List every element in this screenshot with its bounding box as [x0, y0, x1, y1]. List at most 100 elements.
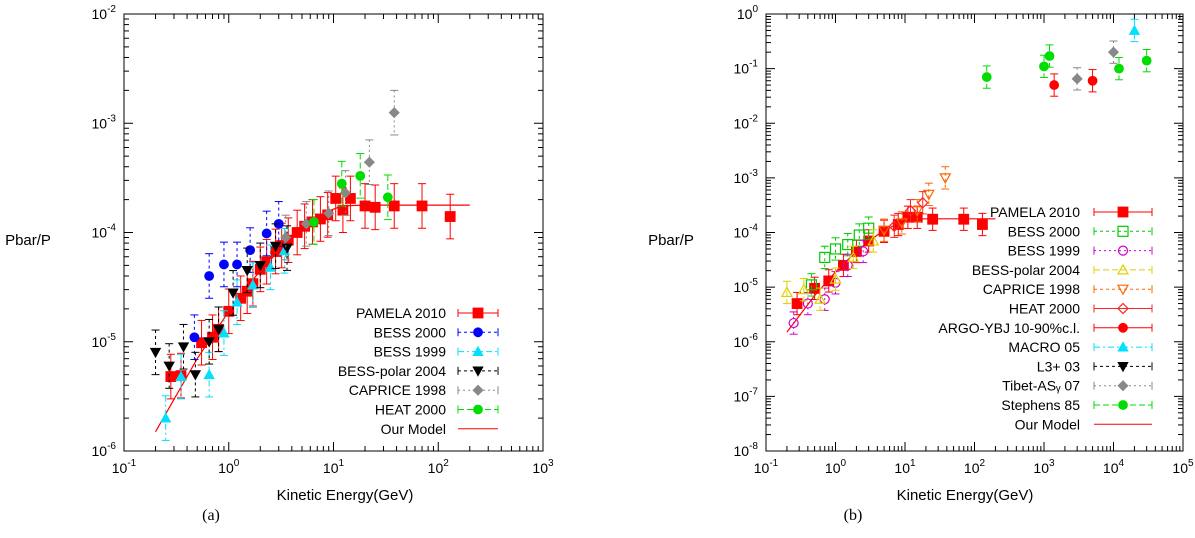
x-axis-label: Kinetic Energy(GeV): [897, 487, 1034, 504]
y-tick-label: 10-6: [92, 441, 117, 459]
legend-label: ARGO-YBJ 10-90%c.l.: [938, 320, 1080, 336]
y-tick-label: 10-4: [92, 223, 117, 241]
data-point: [1114, 63, 1124, 74]
legend-label: BESS 2000: [1008, 223, 1081, 239]
series-5: [309, 153, 393, 245]
x-tick-label: 103: [1033, 458, 1055, 476]
model-line: [786, 218, 996, 333]
legend-label: MACRO 05: [1008, 339, 1080, 355]
data-point: [867, 234, 880, 246]
legend-label: BESS 1999: [374, 344, 447, 360]
data-point: [780, 286, 793, 298]
data-point: [227, 288, 239, 299]
data-point: [175, 370, 187, 381]
chart-panel-b: 10-1 100 101 102 103 104 105 10-8 10-7 10-6 10-5 10…: [648, 4, 1194, 524]
y-tick-label: 10-1: [734, 59, 759, 77]
data-point: [823, 275, 835, 287]
data-point: [922, 189, 935, 201]
x-tick-label: 102: [964, 458, 986, 476]
y-tick-label: 10-2: [734, 113, 759, 131]
series-4: [280, 89, 400, 261]
legend-label: HEAT 2000: [1009, 301, 1080, 317]
data-point: [904, 204, 917, 217]
data-point: [388, 107, 400, 119]
data-point: [895, 218, 908, 230]
legend-marker: [1117, 206, 1129, 218]
legend: PAMELA 2010 BESS 2000 BESS 1999 BESS-polar …: [338, 305, 499, 437]
series-5: [888, 191, 929, 238]
data-point: [254, 260, 266, 272]
legend-marker: [472, 307, 484, 319]
data-point: [363, 156, 375, 168]
legend-marker: [1117, 380, 1129, 392]
data-point: [219, 259, 229, 270]
series-10: [981, 44, 1152, 89]
data-point: [241, 265, 253, 277]
data-point: [805, 279, 817, 291]
data-point: [1087, 75, 1098, 86]
data-point: [280, 231, 292, 244]
y-tick-label: 100: [737, 4, 759, 22]
panel-caption: (a): [202, 507, 220, 524]
data-point: [416, 200, 428, 212]
data-point: [160, 412, 172, 423]
data-point: [858, 246, 869, 257]
legend-label: BESS 2000: [374, 324, 447, 340]
data-point: [382, 192, 393, 203]
data-point: [261, 228, 272, 239]
y-axis-label: Pbar/P: [5, 232, 51, 249]
legend-label: PAMELA 2010: [356, 305, 446, 321]
data-point: [218, 327, 230, 338]
data-point: [927, 213, 939, 225]
legend-label: BESS-polar 2004: [972, 262, 1080, 278]
data-point: [203, 368, 215, 380]
legend-marker: [1117, 302, 1129, 315]
y-tick-label: 10-3: [92, 113, 117, 131]
data-point: [829, 243, 842, 255]
data-point: [163, 361, 175, 372]
legend-marker: [472, 345, 484, 357]
data-point: [1049, 80, 1060, 90]
series-0: [791, 205, 988, 316]
data-point: [847, 251, 860, 263]
data-point: [269, 241, 282, 252]
legend-marker: [1117, 361, 1129, 373]
data-point: [165, 371, 177, 382]
x-tick-label: 100: [218, 458, 240, 476]
series-3: [149, 223, 293, 398]
legend-marker: [472, 384, 484, 396]
legend-marker: [1118, 322, 1128, 333]
legend-marker: [1117, 225, 1129, 237]
data-point: [232, 259, 242, 270]
data-point: [958, 213, 970, 225]
data-point: [337, 204, 349, 216]
data-point: [791, 298, 803, 309]
x-tick-label: 103: [532, 458, 554, 476]
legend-marker: [1116, 263, 1130, 275]
y-tick-label: 10-5: [92, 332, 117, 350]
data-point: [814, 293, 827, 304]
legend-label: Stephens 85: [1001, 397, 1080, 413]
legend-label: Our Model: [381, 421, 446, 437]
data-point: [189, 332, 200, 343]
data-point: [336, 178, 347, 189]
data-point: [359, 200, 371, 212]
y-tick-label: 10-7: [734, 386, 759, 404]
data-point: [1044, 51, 1055, 61]
data-point: [842, 239, 854, 251]
x-tick-label: 10-1: [754, 458, 779, 476]
legend-marker: [1118, 400, 1128, 410]
legend-label: Tibet-ASᵧ 07: [1002, 378, 1080, 394]
plot-frame: [123, 13, 544, 452]
series-4: [878, 166, 952, 242]
legend-label: BESS-polar 2004: [338, 363, 446, 379]
data-point: [788, 317, 799, 329]
x-tick-label: 100: [825, 458, 847, 476]
legend-label: BESS 1999: [1008, 243, 1081, 259]
x-tick-label: 102: [428, 458, 450, 476]
data-point: [797, 283, 810, 295]
data-point: [1071, 73, 1083, 85]
data-point: [829, 272, 842, 284]
x-tick-label: 101: [323, 458, 345, 476]
data-point: [878, 225, 891, 237]
